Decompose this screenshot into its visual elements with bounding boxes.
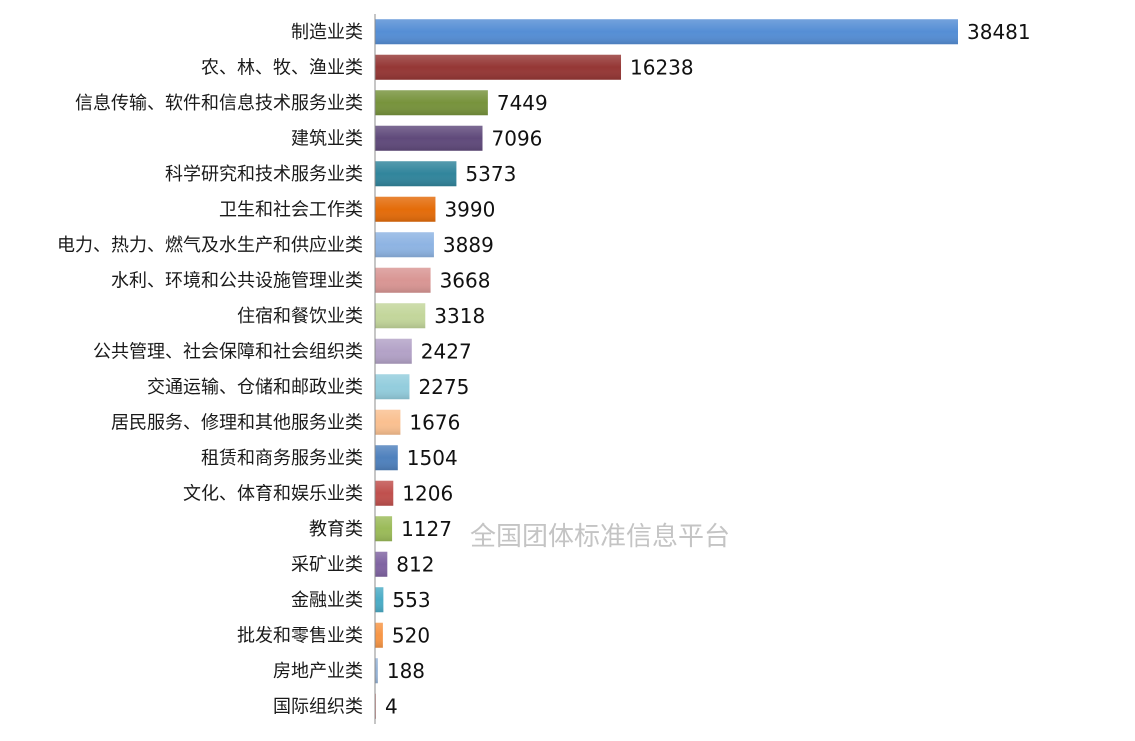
value-label: 2275 — [418, 375, 469, 399]
category-label: 采矿业类 — [291, 554, 363, 575]
bar-shading — [375, 658, 378, 684]
value-label: 812 — [396, 552, 434, 576]
bar-shading — [375, 374, 410, 400]
value-label: 3668 — [440, 268, 491, 292]
category-label: 农、林、牧、渔业类 — [201, 57, 363, 78]
category-label: 国际组织类 — [273, 696, 363, 717]
category-label: 批发和零售业类 — [237, 625, 363, 646]
category-label: 水利、环境和公共设施管理业类 — [111, 270, 363, 291]
bar-shading — [375, 445, 398, 471]
value-label: 520 — [392, 623, 430, 647]
category-label: 租赁和商务服务业类 — [201, 448, 363, 469]
category-label: 制造业类 — [291, 22, 363, 43]
category-label: 文化、体育和娱乐业类 — [183, 483, 363, 504]
bar-shading — [375, 267, 431, 293]
bar-shading — [375, 622, 383, 648]
bar-shading — [375, 516, 393, 542]
bar-shading — [375, 551, 388, 577]
bar-shading — [375, 303, 426, 329]
category-label: 建筑业类 — [291, 128, 363, 149]
category-label: 公共管理、社会保障和社会组织类 — [93, 341, 363, 362]
value-label: 3990 — [444, 197, 495, 221]
value-label: 16238 — [630, 55, 694, 79]
watermark: 全国团体标准信息平台 — [470, 522, 730, 552]
value-label: 3318 — [434, 304, 485, 328]
value-label: 1127 — [401, 517, 452, 541]
value-label: 7449 — [497, 91, 548, 115]
category-label: 交通运输、仓储和邮政业类 — [147, 377, 363, 398]
bar-shading — [375, 338, 412, 364]
bar-shading — [375, 161, 457, 187]
bar-shading — [375, 196, 436, 222]
value-label: 38481 — [967, 20, 1031, 44]
category-label: 金融业类 — [291, 590, 363, 611]
value-label: 7096 — [492, 126, 543, 150]
bar-shading — [375, 90, 488, 116]
category-label: 房地产业类 — [273, 661, 363, 682]
category-label: 居民服务、修理和其他服务业类 — [111, 412, 363, 433]
value-label: 2427 — [421, 339, 472, 363]
category-label: 卫生和社会工作类 — [219, 199, 363, 220]
value-label: 553 — [392, 588, 430, 612]
category-label: 住宿和餐饮业类 — [237, 306, 363, 327]
value-label: 4 — [385, 694, 398, 718]
value-label: 188 — [387, 659, 425, 683]
category-label: 信息传输、软件和信息技术服务业类 — [75, 93, 363, 114]
bar-shading — [375, 587, 384, 613]
bar-series — [375, 19, 958, 719]
bar-shading — [375, 409, 401, 435]
category-label: 电力、热力、燃气及水生产和供应业类 — [57, 235, 363, 256]
value-label: 1676 — [409, 410, 460, 434]
value-label: 1504 — [407, 446, 458, 470]
value-label: 1206 — [402, 481, 453, 505]
value-label: 3889 — [443, 233, 494, 257]
bar-shading — [375, 232, 434, 258]
category-label: 科学研究和技术服务业类 — [165, 164, 363, 185]
value-labels: 38481 16238 7449 7096 5373 3990 3889 3668 3318 24… — [385, 20, 1031, 719]
bar-shading — [375, 125, 483, 151]
value-label: 5373 — [465, 162, 516, 186]
bar-shading — [375, 19, 958, 45]
bar-shading — [375, 54, 622, 80]
category-label: 教育类 — [309, 519, 363, 540]
bar-shading — [375, 480, 394, 506]
category-labels: 制造业类农、林、牧、渔业类信息传输、软件和信息技术服务业类建筑业类科学研究和技术… — [57, 22, 363, 718]
